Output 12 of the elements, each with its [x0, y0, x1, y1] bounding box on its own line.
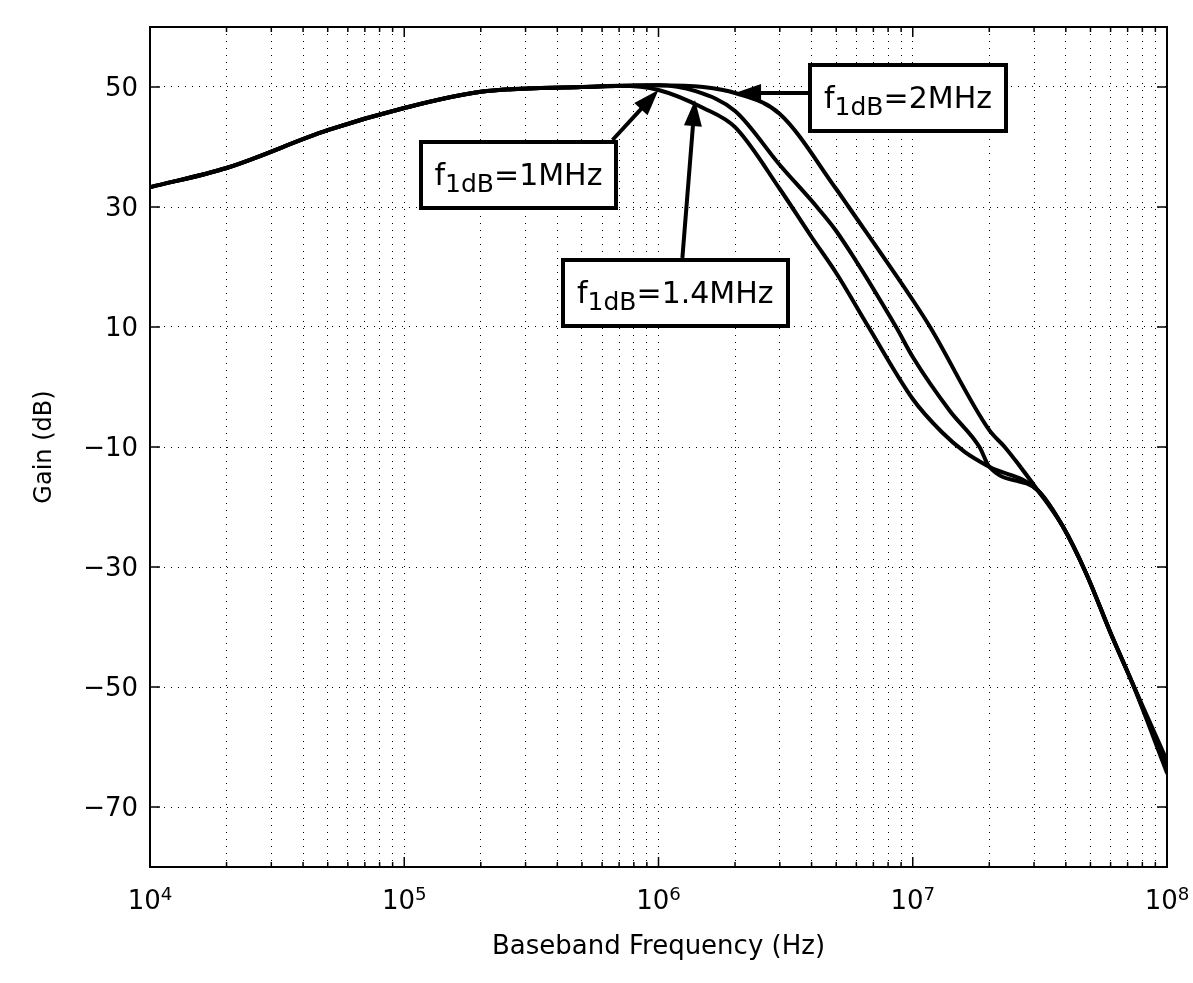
y-tick-label: 30 [104, 192, 139, 222]
y-tick-label: −70 [83, 792, 139, 822]
annotation: f$_{1dB}$=1MHz [418, 140, 619, 210]
x-axis-title: Baseband Frequency (Hz) [491, 930, 826, 961]
y-tick-label: −10 [83, 432, 139, 462]
y-tick-label: −50 [83, 672, 139, 702]
y-tick-label: 50 [104, 72, 139, 102]
y-tick-label: 10 [104, 312, 139, 342]
y-tick-label: −30 [83, 552, 139, 582]
annotation: f$_{1dB}$=2MHz [808, 63, 1008, 133]
y-axis-title: Gain (dB) [28, 390, 57, 504]
annotation: f$_{1dB}$=1.4MHz [561, 258, 790, 328]
